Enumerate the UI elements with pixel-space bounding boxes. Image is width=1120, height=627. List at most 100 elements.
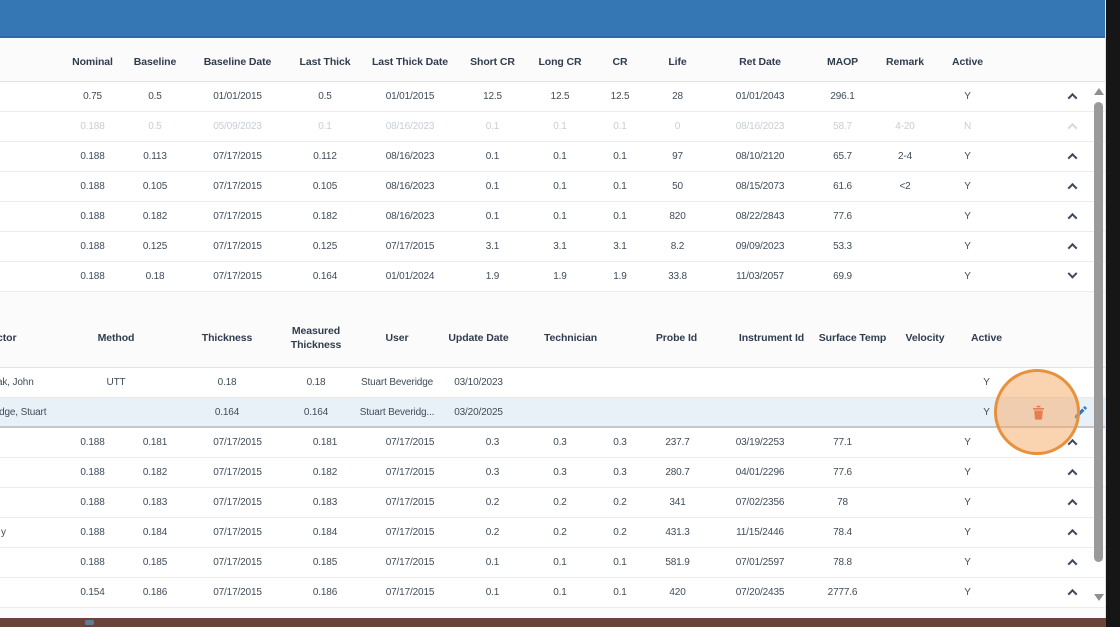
cell-last_thick_date: 07/17/2015: [385, 557, 435, 568]
cell-baseline: 0.113: [143, 151, 167, 162]
cell-last_thick_date: 08/16/2023: [385, 181, 435, 192]
col-header-life[interactable]: Life: [668, 55, 687, 68]
sub-col-header-instrument_id[interactable]: Instrument Id: [738, 331, 805, 344]
cell-active: Y: [964, 271, 971, 282]
sub-col-header-thickness[interactable]: Thickness: [201, 331, 253, 344]
col-header-nominal[interactable]: Nominal: [72, 55, 113, 68]
cell-active: Y: [964, 587, 971, 598]
col-header-last_thick[interactable]: Last Thick: [299, 55, 351, 68]
cell-long_cr: 0.1: [553, 181, 567, 192]
cell-last_thick_date: 08/16/2023: [385, 211, 435, 222]
cell-method: UTT: [106, 377, 126, 388]
cell-baseline_date: 07/17/2015: [213, 527, 262, 538]
col-header-baseline[interactable]: Baseline: [133, 55, 177, 68]
cell-active: Y: [964, 181, 971, 192]
cell-remark: 2-4: [897, 151, 912, 162]
sub-col-header-surface_temp[interactable]: Surface Temp: [818, 331, 887, 344]
cell-baseline: 0.186: [142, 587, 168, 598]
cell-baseline: 0.183: [142, 497, 168, 508]
col-header-long_cr[interactable]: Long CR: [538, 55, 582, 68]
cell-remark: 4-20: [895, 121, 915, 132]
cell-user: Stuart Beveridg...: [359, 406, 435, 418]
sub-col-header-active[interactable]: Active: [971, 331, 1002, 344]
sub-col-header-technician[interactable]: Technician: [543, 331, 598, 344]
col-header-active[interactable]: Active: [952, 55, 983, 68]
cell-life: 0: [674, 121, 681, 132]
col-header-baseline_date[interactable]: Baseline Date: [203, 55, 272, 68]
scrollbar-thumb[interactable]: [1094, 102, 1103, 562]
cell-cr: 0.2: [613, 527, 627, 538]
cell-short_cr: 0.1: [485, 211, 500, 222]
sub-col-header-velocity[interactable]: Velocity: [905, 331, 945, 344]
cell-baseline: 0.125: [142, 241, 168, 252]
cell-maop: 2777.6: [827, 587, 858, 598]
cell-last_thick: 0.112: [313, 151, 337, 162]
sub-col-header-probe_id[interactable]: Probe Id: [655, 331, 698, 344]
trash-icon[interactable]: [1030, 404, 1046, 420]
cell-last_thick: 0.182: [312, 467, 338, 478]
cell-cr: 0.3: [613, 437, 627, 448]
cell-last_thick: 0.182: [312, 211, 338, 222]
cell-active: Y: [964, 527, 971, 538]
cell-cr: 0.2: [613, 497, 627, 508]
cell-maop: 78.4: [833, 527, 852, 538]
sub-col-header-method[interactable]: Method: [97, 331, 135, 344]
cell-maop: 77.6: [833, 211, 852, 222]
col-header-short_cr[interactable]: Short CR: [470, 55, 515, 68]
cell-life: 420: [669, 587, 686, 598]
table-row: 0.188 0.182 07/17/2015 0.182 07/17/2015 0.3 0.…: [0, 458, 1105, 488]
cell-last_thick_date: 07/17/2015: [385, 467, 435, 478]
cell-maop: 296.1: [830, 91, 855, 102]
cell-nominal: 0.188: [80, 467, 105, 478]
cell-user: Stuart Beveridge: [360, 377, 434, 388]
cell-ret_date: 09/09/2023: [735, 241, 785, 252]
vertical-scrollbar[interactable]: [1092, 84, 1106, 611]
cell-nominal: 0.188: [80, 121, 105, 132]
col-header-maop[interactable]: MAOP: [826, 55, 859, 68]
cell-cr: 0.1: [613, 557, 627, 568]
cell-maop: 53.3: [833, 241, 852, 252]
cell-cr: 1.9: [613, 271, 627, 282]
cell-ret_date: 08/15/2073: [735, 181, 785, 192]
sub-table-row: ak, John UTT 0.18 0.18 Stuart Beveridge 03/10…: [0, 368, 1105, 398]
cell-long_cr: 0.3: [553, 437, 567, 448]
col-header-remark[interactable]: Remark: [886, 55, 924, 68]
cell-maop: 61.6: [833, 181, 852, 192]
sub-col-header-measured_thickness[interactable]: Measured Thickness: [290, 325, 342, 351]
cell-short_cr: 0.1: [485, 181, 500, 192]
cell-baseline_date: 07/17/2015: [213, 181, 262, 192]
cell-ret_date: 11/15/2446: [736, 527, 784, 538]
cell-last_thick: 0.186: [312, 587, 338, 598]
sub-col-header-inspector[interactable]: ctor: [0, 331, 17, 344]
cell-nominal: 0.154: [80, 587, 105, 598]
cell-active: Y: [983, 406, 990, 418]
col-header-ret_date[interactable]: Ret Date: [739, 55, 781, 68]
cell-last_thick_date: 01/01/2024: [385, 271, 435, 282]
cell-last_thick_date: 07/17/2015: [385, 497, 435, 508]
sub-col-header-user[interactable]: User: [385, 331, 409, 344]
cell-last_thick: 0.185: [312, 557, 338, 568]
cell-life: 28: [672, 91, 683, 102]
cell-maop: 78: [837, 497, 848, 508]
sub-col-header-update_date[interactable]: Update Date: [448, 331, 509, 344]
cell-life: 97: [672, 151, 683, 162]
table-row: 0.188 0.182 07/17/2015 0.182 08/16/2023 0.1 0.…: [0, 202, 1105, 232]
table-row: 0.188 0.18 07/17/2015 0.164 01/01/2024 1.9 1.9…: [0, 262, 1105, 292]
cell-long_cr: 0.3: [553, 467, 567, 478]
sub-table-row: idge, Stuart 0.164 0.164 Stuart Beveridg...…: [0, 398, 1105, 428]
cell-baseline: 0.18: [145, 271, 165, 282]
bottom-bar-glyph: [85, 620, 94, 625]
col-header-last_thick_date[interactable]: Last Thick Date: [371, 55, 449, 68]
triangle-down-icon[interactable]: [1094, 594, 1104, 601]
main-table-rows-top: 0.75 0.5 01/01/2015 0.5 01/01/2015 12.5 12.5 12…: [0, 82, 1105, 292]
cell-cr: 3.1: [613, 241, 627, 252]
pencil-icon[interactable]: [1072, 404, 1088, 420]
table-row: 0.75 0.5 01/01/2015 0.5 01/01/2015 12.5 12.5 12…: [0, 82, 1105, 112]
cell-cr: 12.5: [610, 91, 630, 102]
col-header-cr[interactable]: CR: [612, 55, 628, 68]
cell-last_thick: 0.1: [318, 121, 332, 132]
triangle-up-icon[interactable]: [1094, 88, 1104, 95]
table-row: 0.188 0.113 07/17/2015 0.112 08/16/2023 0.1 0.…: [0, 142, 1105, 172]
cell-short_cr: 3.1: [485, 241, 500, 252]
